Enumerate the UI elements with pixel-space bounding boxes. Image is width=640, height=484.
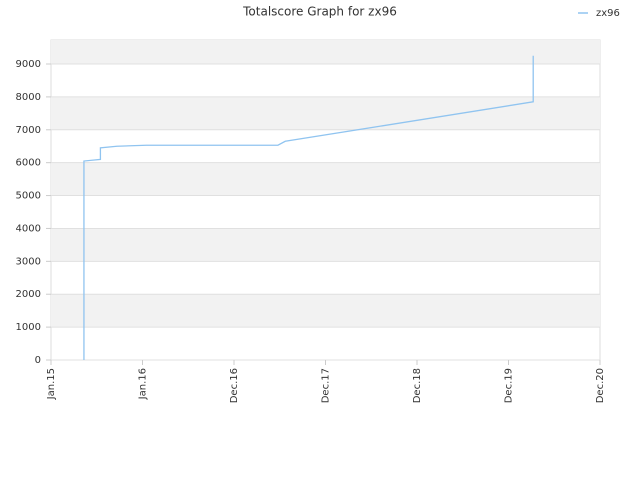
line — [83, 55, 534, 360]
grid-band — [51, 228, 600, 262]
grid-band — [51, 40, 600, 65]
x-tick-label: Dec.18 — [412, 368, 423, 403]
y-tick-label: 6000 — [16, 158, 41, 169]
x-tick-label: Dec.20 — [595, 368, 606, 403]
x-tick-label: Dec.16 — [229, 368, 240, 403]
x-tick-label: Dec.19 — [504, 368, 515, 403]
y-tick-label: 2000 — [16, 289, 41, 300]
x-tick-label: Dec.17 — [321, 368, 332, 403]
grid-band — [51, 162, 600, 196]
y-tick-label: 7000 — [16, 125, 41, 136]
y-tick-label: 9000 — [16, 59, 41, 70]
y-tick-label: 3000 — [16, 256, 41, 267]
x-tick-label: Jan.16 — [138, 368, 149, 400]
x-tick-label: Jan.15 — [46, 368, 57, 400]
y-tick-label: 1000 — [16, 322, 41, 333]
y-tick-label: 5000 — [16, 191, 41, 202]
y-tick-label: 8000 — [16, 92, 41, 103]
legend-label: zx96 — [596, 8, 620, 19]
y-tick-label: 0 — [35, 355, 41, 366]
chart-title: Totalscore Graph for zx96 — [242, 5, 397, 19]
grid-band — [51, 294, 600, 328]
grid-band — [51, 96, 600, 130]
y-tick-label: 4000 — [16, 223, 41, 234]
